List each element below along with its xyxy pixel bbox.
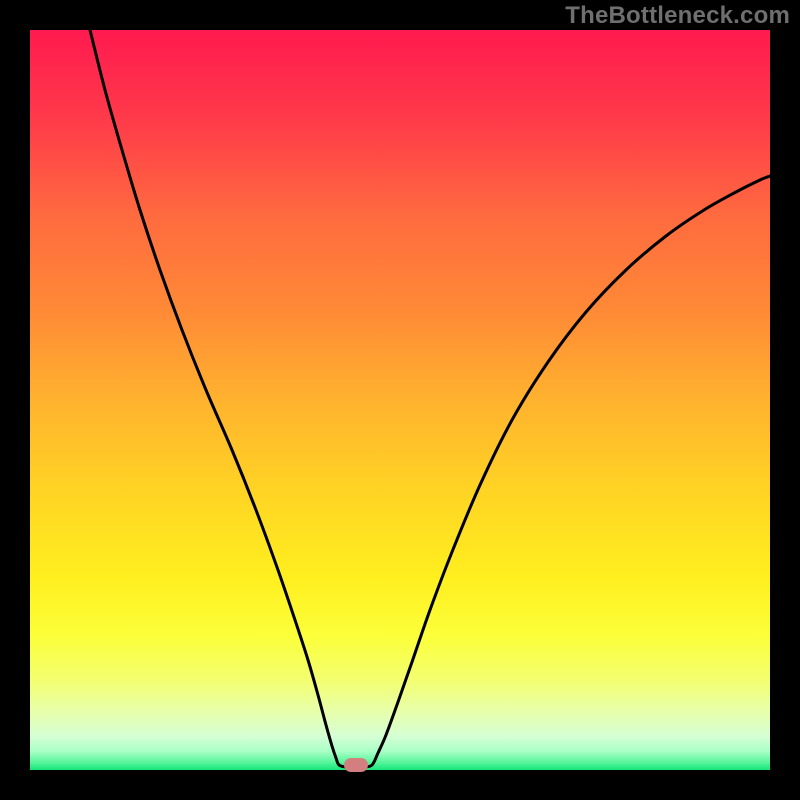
valley-marker (344, 758, 368, 772)
watermark-text: TheBottleneck.com (565, 2, 790, 30)
plot-area (30, 30, 770, 770)
bottleneck-curve (30, 30, 770, 770)
chart-root: TheBottleneck.com (0, 0, 800, 800)
